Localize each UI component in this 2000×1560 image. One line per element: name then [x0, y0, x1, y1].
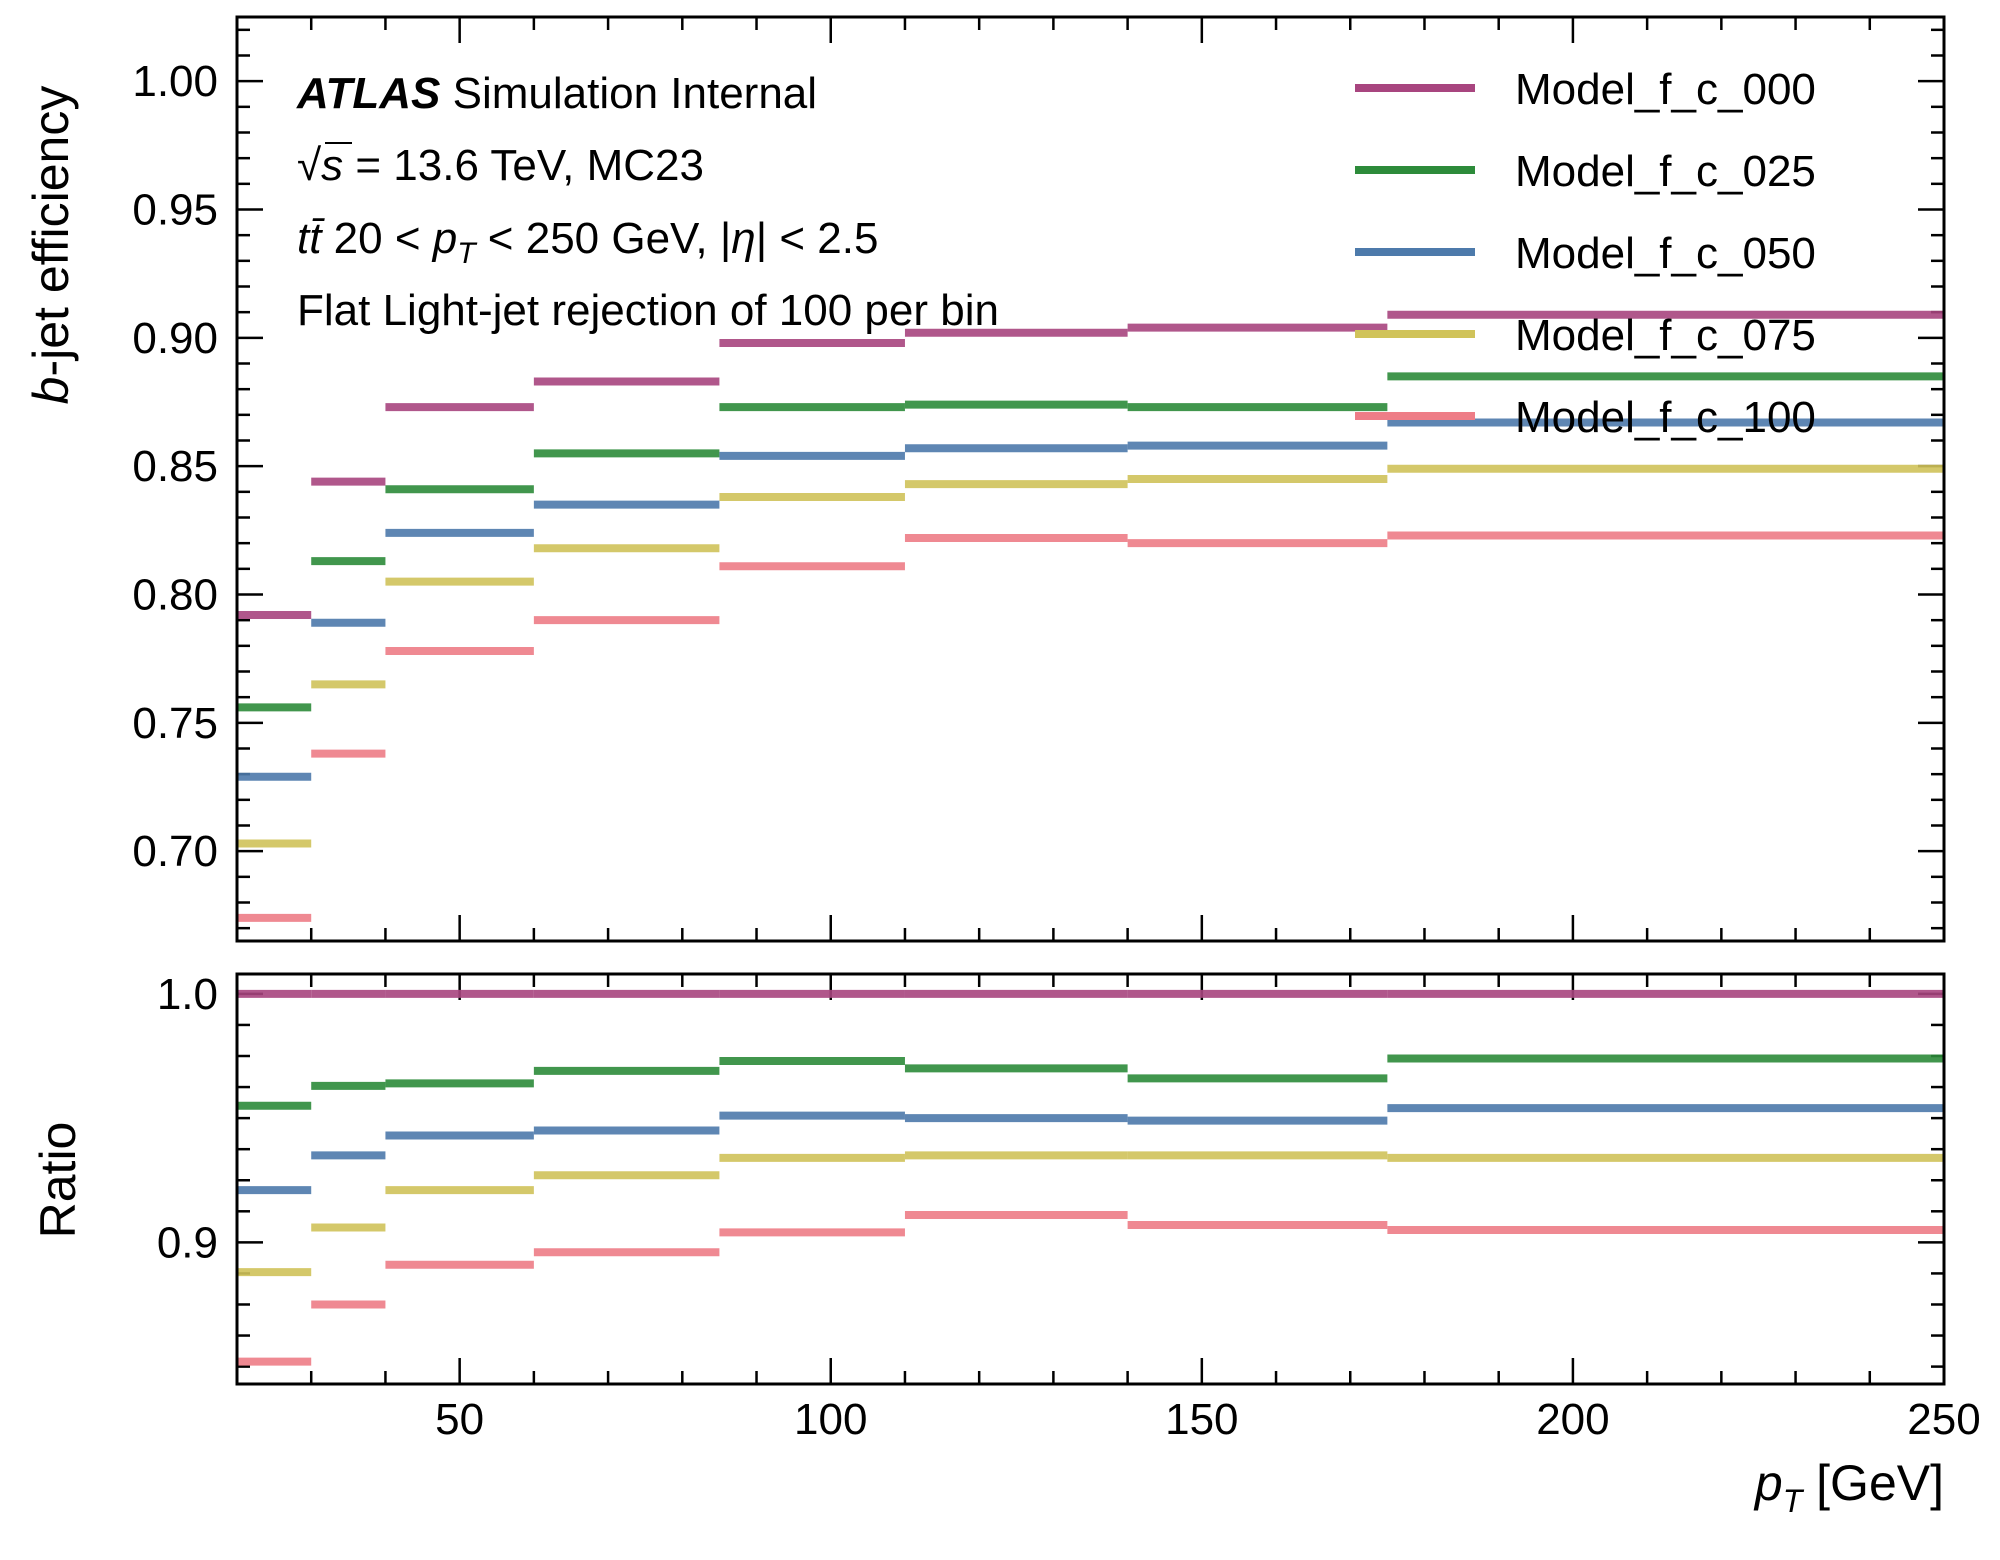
top-y-tick-label: 1.00 [132, 57, 218, 106]
cut-b: < 250 GeV, | [476, 214, 732, 263]
top-y-tick-label: 0.95 [132, 186, 218, 235]
legend-label: Model_f_c_000 [1515, 65, 1816, 114]
x-tick-labels: 50 100 150 200 250 [435, 1395, 1981, 1444]
atlas-label: ATLAS Simulation Internal [296, 69, 817, 118]
cut-c: | < 2.5 [756, 214, 879, 263]
sqrt-symbol: √ [297, 141, 322, 190]
energy-label: √s = 13.6 TeV, MC23 [297, 141, 704, 190]
process: tt̄ [297, 214, 326, 263]
ratio-panel-frame [235, 972, 1946, 1386]
legend-label: Model_f_c_025 [1515, 147, 1816, 196]
x-tick-label: 250 [1907, 1395, 1980, 1444]
x-label-unit: [GeV] [1802, 1455, 1944, 1511]
x-tick-label: 50 [435, 1395, 484, 1444]
x-axis-label: pT [GeV] [1753, 1455, 1944, 1519]
y-label-italic-b: b [23, 377, 79, 405]
top-panel-series [237, 310, 1944, 922]
y-label-rest: -jet efficiency [23, 86, 79, 377]
x-tick-label: 150 [1165, 1395, 1238, 1444]
cut-sub: T [457, 237, 478, 270]
x-label-p: p [1753, 1455, 1783, 1511]
top-y-tick-labels: 0.70 0.75 0.80 0.85 0.90 0.95 1.00 [132, 57, 218, 876]
top-y-tick-label: 0.90 [132, 314, 218, 363]
top-y-tick-label: 0.70 [132, 827, 218, 876]
cut-a: 20 < [321, 214, 432, 263]
x-tick-label: 100 [794, 1395, 867, 1444]
ratio-panel-series [237, 989, 1944, 1366]
ratio-y-axis-label: Ratio [30, 1122, 86, 1239]
cut-eta: η [731, 214, 755, 263]
top-y-axis-label: b-jet efficiency [23, 86, 79, 405]
x-tick-label: 200 [1536, 1395, 1609, 1444]
ratio-y-tick-label: 1.0 [157, 970, 218, 1019]
energy-rest: = 13.6 TeV, MC23 [343, 141, 704, 190]
legend: Model_f_c_000 Model_f_c_025 Model_f_c_050 M… [1355, 65, 1816, 442]
top-y-tick-label: 0.85 [132, 442, 218, 491]
atlas-word: ATLAS [296, 69, 440, 118]
ratio-y-tick-label: 0.9 [157, 1218, 218, 1267]
x-label-sub: T [1783, 1483, 1805, 1519]
legend-label: Model_f_c_050 [1515, 229, 1816, 278]
top-panel-frame [235, 15, 1946, 943]
top-y-tick-label: 0.80 [132, 571, 218, 620]
energy-s: s [321, 141, 343, 190]
cut-p: p [431, 214, 457, 263]
atlas-suffix: Simulation Internal [453, 69, 817, 118]
working-point-label: Flat Light-jet rejection of 100 per bin [297, 286, 999, 335]
selection-label: tt̄ 20 < pT < 250 GeV, |η| < 2.5 [297, 214, 878, 270]
legend-label: Model_f_c_100 [1515, 393, 1816, 442]
legend-label: Model_f_c_075 [1515, 311, 1816, 360]
top-y-tick-label: 0.75 [132, 699, 218, 748]
ratio-y-tick-labels: 0.9 1.0 [157, 970, 218, 1267]
ratio-panel-ticks [237, 974, 1946, 1384]
